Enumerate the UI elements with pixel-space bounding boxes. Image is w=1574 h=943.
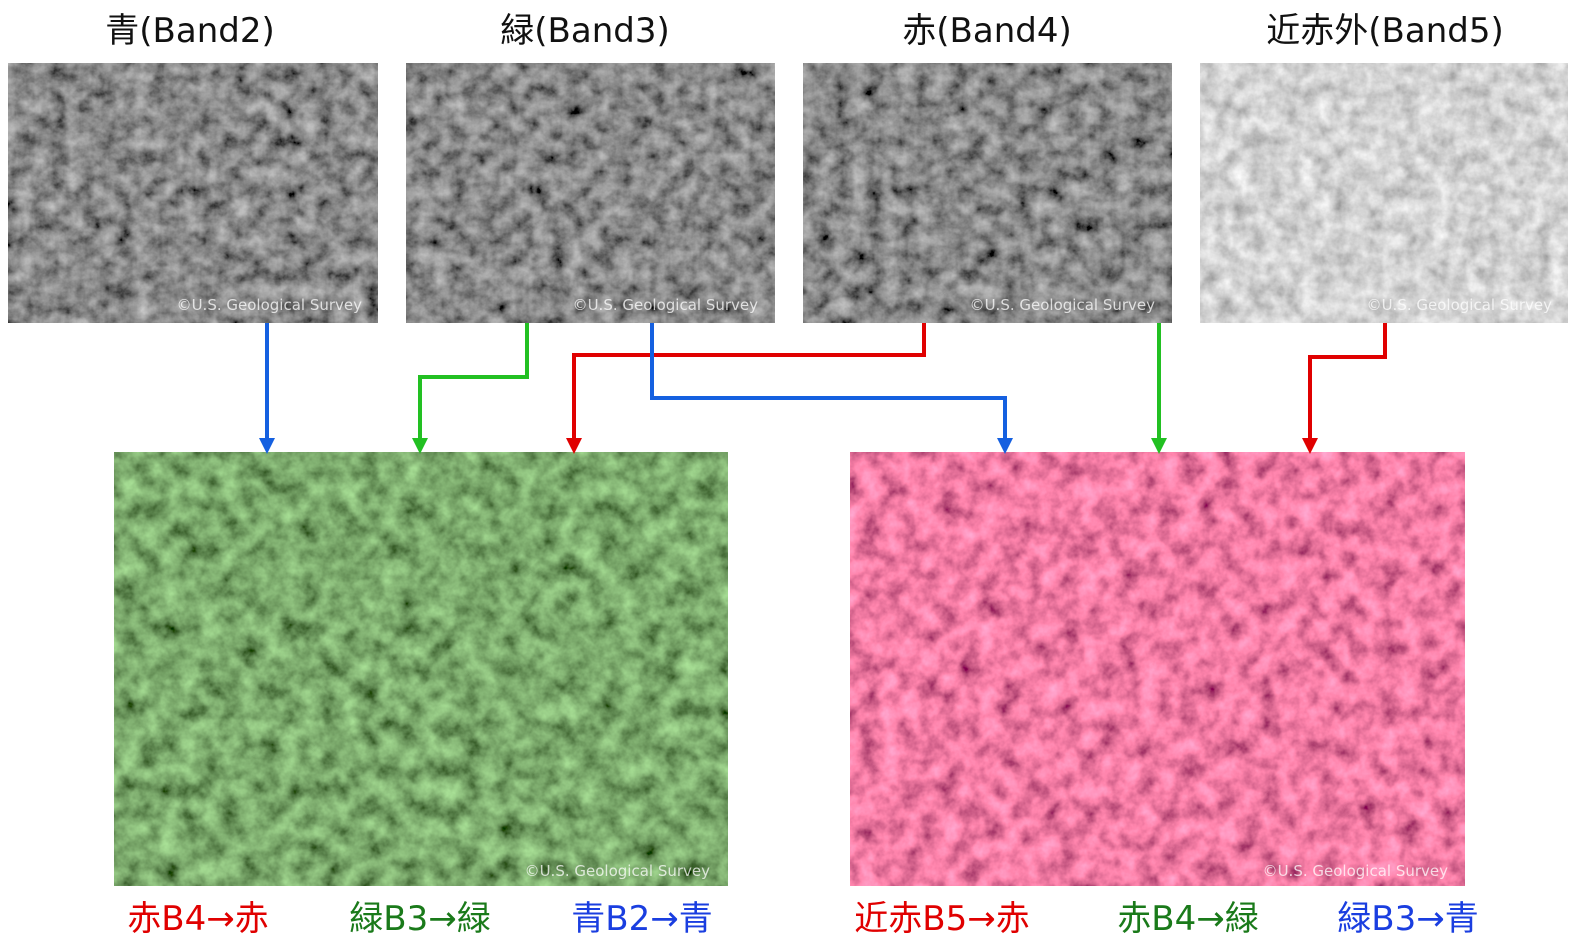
credit: ©U.S. Geological Survey <box>1367 296 1553 314</box>
band-image <box>1200 63 1568 323</box>
band-image <box>406 63 775 323</box>
mapping-label: 赤B4→緑 <box>1117 899 1258 939</box>
arrow <box>418 323 529 440</box>
band-title: 青(Band2) <box>105 11 274 51</box>
band-title: 緑(Band3) <box>500 11 669 51</box>
mapping-label: 赤B4→赤 <box>127 899 268 939</box>
arrows <box>259 323 1387 454</box>
true-color-image <box>114 452 728 886</box>
band-title: 赤(Band4) <box>902 11 1071 51</box>
mapping-label: 緑B3→青 <box>1337 899 1478 939</box>
credit: ©U.S. Geological Survey <box>970 296 1156 314</box>
credit: ©U.S. Geological Survey <box>1263 862 1449 880</box>
mapping-label: 青B2→青 <box>571 899 712 939</box>
arrow <box>650 323 1007 440</box>
band-image <box>8 63 378 323</box>
band-title: 近赤外(Band5) <box>1266 11 1503 51</box>
false-color-image <box>850 452 1465 886</box>
credit: ©U.S. Geological Survey <box>573 296 759 314</box>
arrow <box>1308 323 1387 440</box>
band-image <box>803 63 1172 323</box>
credit: ©U.S. Geological Survey <box>525 862 711 880</box>
mapping-label: 近赤B5→赤 <box>854 899 1029 939</box>
band-images <box>8 63 1568 323</box>
credit: ©U.S. Geological Survey <box>177 296 363 314</box>
arrow <box>572 323 926 440</box>
mapping-label: 緑B3→緑 <box>349 899 490 939</box>
